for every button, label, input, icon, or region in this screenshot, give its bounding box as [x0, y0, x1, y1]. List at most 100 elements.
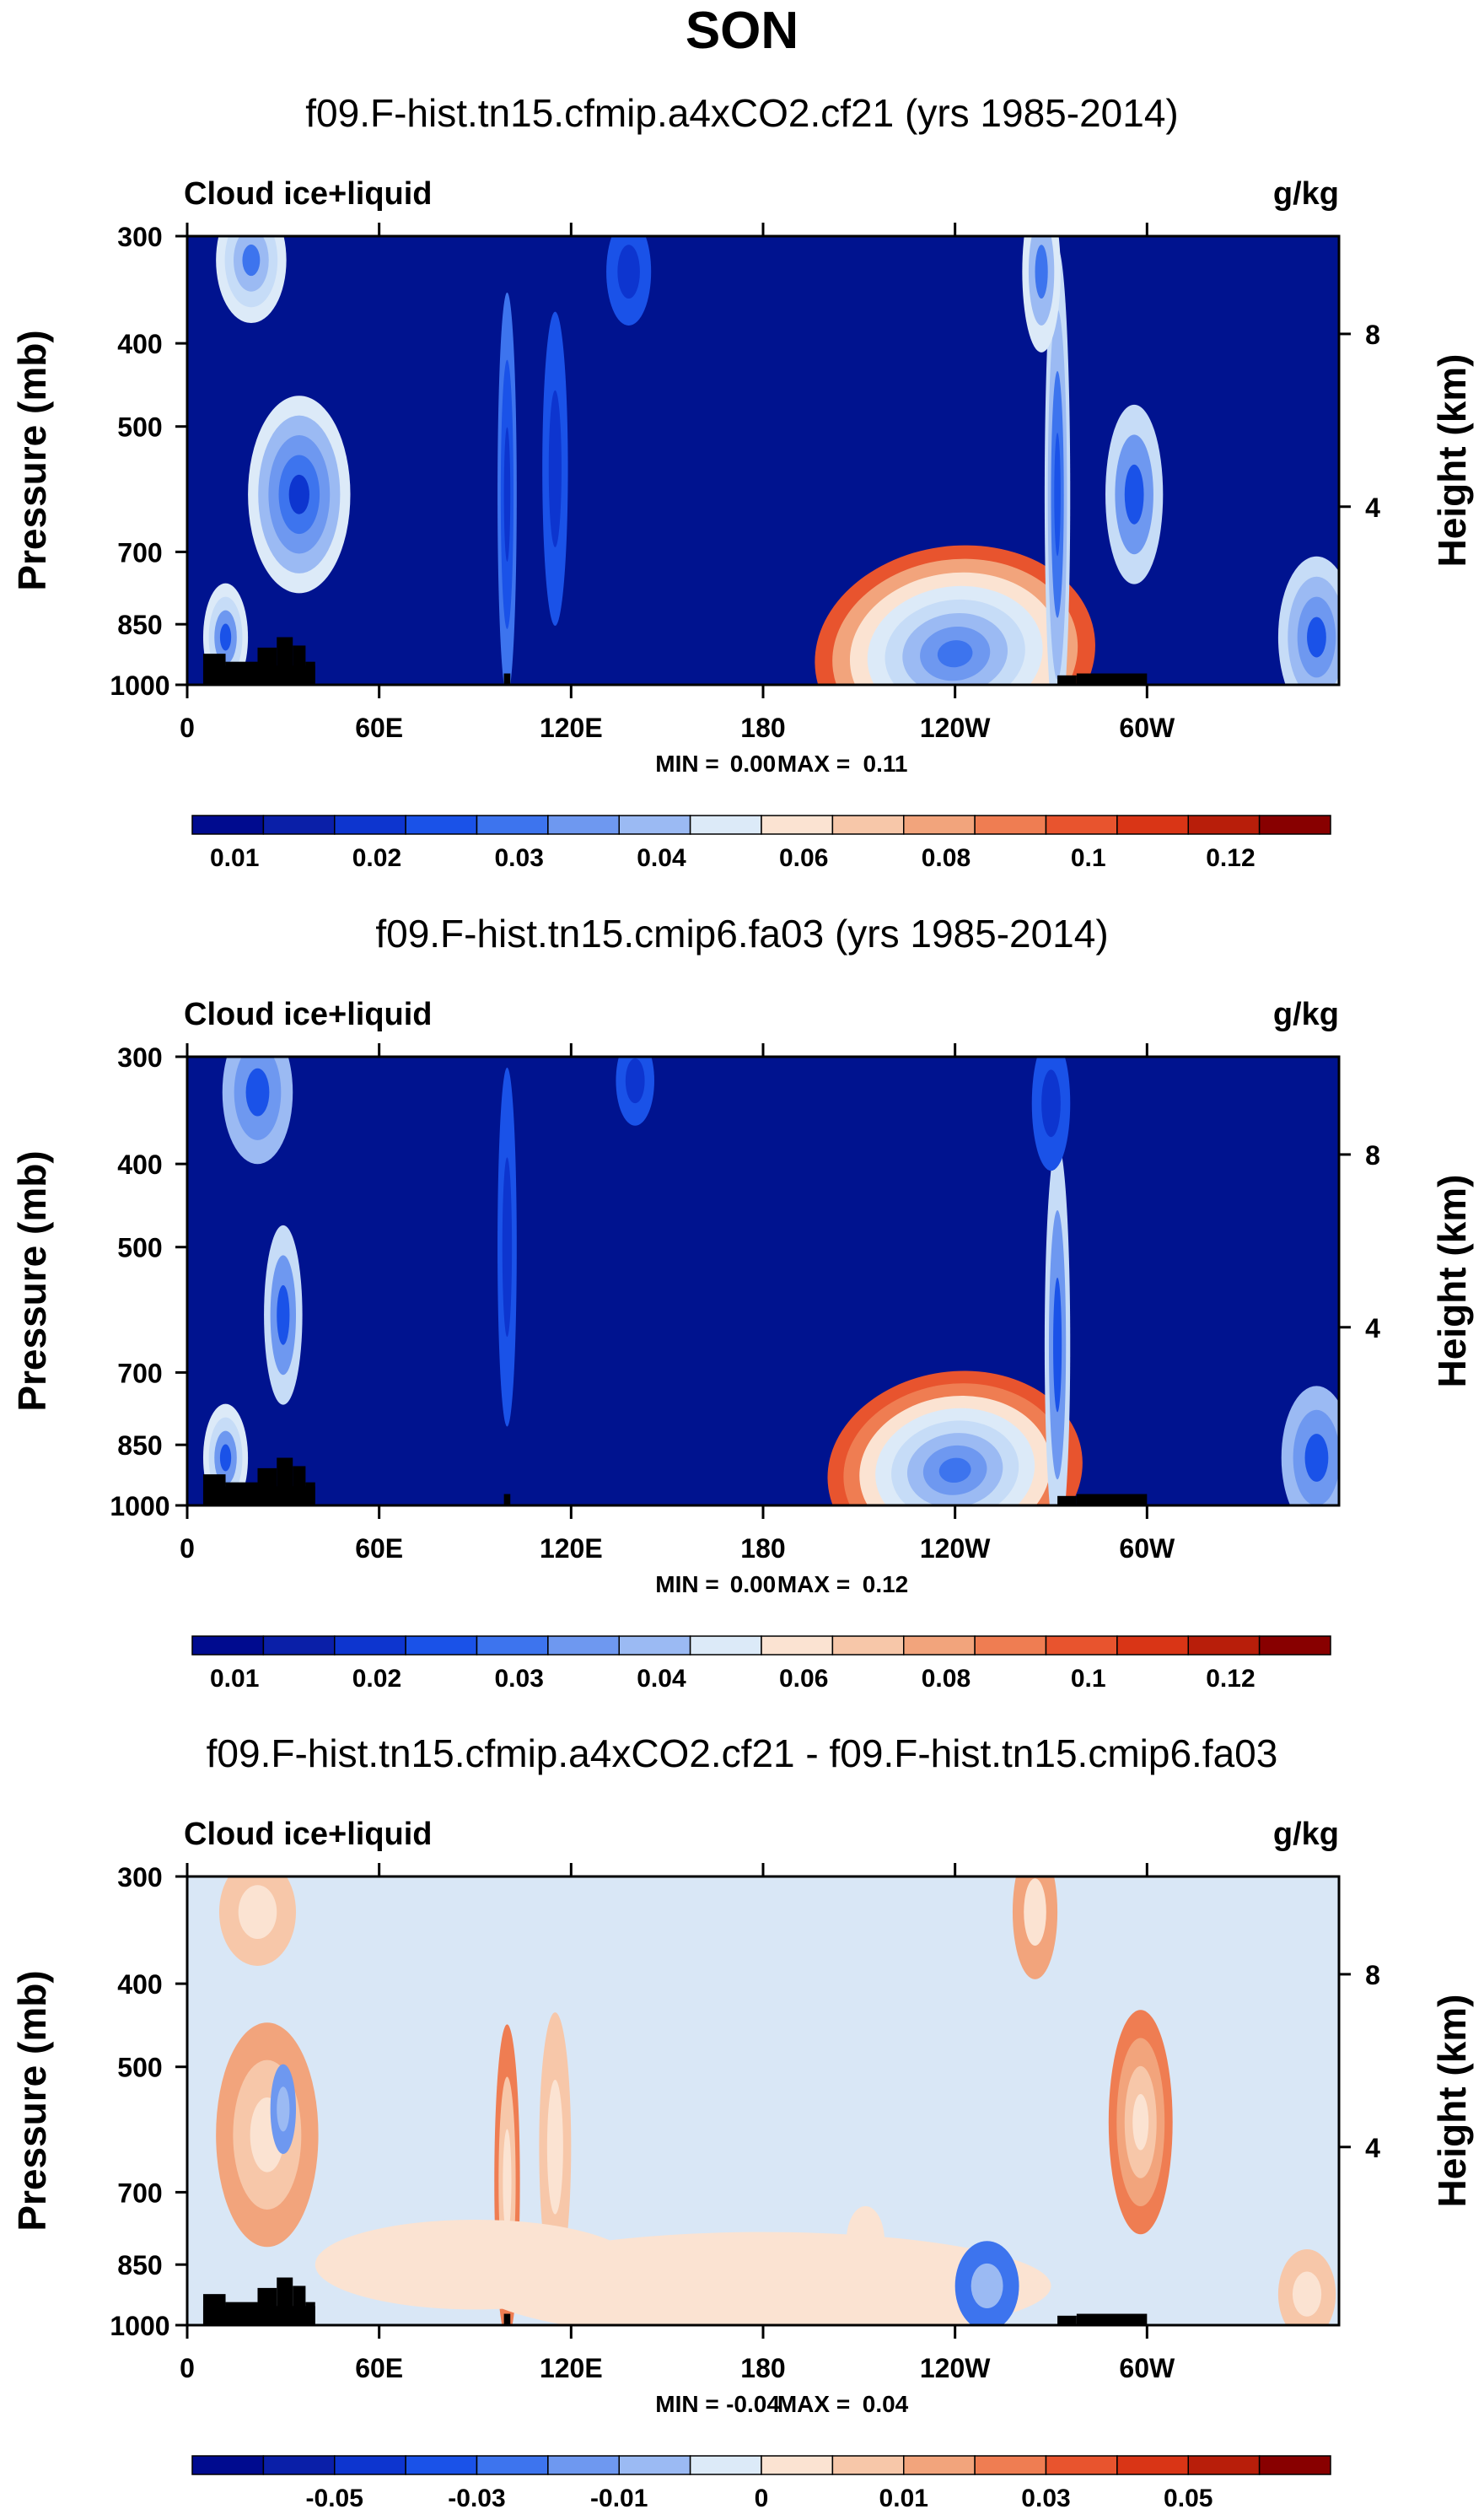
colorbar-box: [262, 815, 336, 835]
colorbar-label: -0.01: [590, 2485, 648, 2509]
colorbar-box: [476, 1635, 549, 1656]
x-tick-label: 0: [180, 1533, 195, 1564]
y2-tick-label: 4: [1365, 2133, 1380, 2163]
colorbar-box: [903, 815, 976, 835]
colorbar-label: 0.03: [1021, 2485, 1070, 2509]
variable-label: Cloud ice+liquid: [184, 997, 433, 1032]
colorbar-box: [262, 2455, 336, 2475]
colorbar-box: [831, 815, 905, 835]
colorbar-box: [1187, 815, 1261, 835]
x-tick-label: 180: [740, 1533, 785, 1564]
max-label: MAX =: [777, 1571, 850, 1597]
min-value: 0.00: [730, 1571, 777, 1597]
x-tick-label: 120W: [920, 1533, 991, 1564]
y2-tick-label: 8: [1365, 1960, 1380, 1990]
colorbar-box: [1258, 1635, 1331, 1656]
y2-tick-label: 8: [1365, 1140, 1380, 1171]
contour-field: [187, 1876, 1339, 2325]
x-tick-label: 120W: [920, 2353, 991, 2383]
min-label: MIN =: [655, 2391, 718, 2417]
contour-feature: [546, 2079, 563, 2215]
contour-feature: [503, 427, 511, 563]
y-tick-label: 700: [117, 537, 162, 568]
colorbar-box: [1187, 2455, 1261, 2475]
colorbar-box: [547, 1635, 620, 1656]
contour-feature: [1041, 1069, 1061, 1138]
colorbar-box: [191, 1635, 265, 1656]
contour-feature: [1124, 464, 1144, 525]
x-tick-label: 120E: [540, 1533, 603, 1564]
x-tick-label: 120E: [540, 2353, 603, 2383]
colorbar-label: 0.01: [879, 2485, 928, 2509]
colorbar-box: [547, 815, 620, 835]
field-background: [187, 236, 1339, 685]
colorbar-box: [547, 2455, 620, 2475]
colorbar-box: [689, 1635, 762, 1656]
contour-feature: [937, 640, 973, 668]
y-tick-label: 1000: [110, 1491, 169, 1521]
contour-feature: [219, 623, 232, 651]
colorbar-box: [831, 2455, 905, 2475]
panel-title: f09.F-hist.tn15.cfmip.a4xCO2.cf21 (yrs 1…: [305, 91, 1178, 135]
colorbar-box: [1258, 2455, 1331, 2475]
figure-title: SON: [686, 2, 798, 60]
colorbar-label: 0.08: [922, 844, 971, 872]
terrain-mask: [503, 2313, 511, 2325]
y-tick-label: 1000: [110, 2311, 169, 2341]
x-tick-label: 60E: [355, 2353, 403, 2383]
variable-label: Cloud ice+liquid: [184, 176, 433, 212]
colorbar-box: [761, 2455, 834, 2475]
colorbar-box: [405, 815, 478, 835]
colorbar-box: [191, 815, 265, 835]
min-label: MIN =: [655, 751, 718, 777]
colorbar-label: 0.08: [922, 1665, 971, 1693]
colorbar-box: [761, 815, 834, 835]
min-value: 0.00: [730, 751, 777, 777]
min-value: -0.04: [726, 2391, 780, 2417]
max-label: MAX =: [777, 2391, 850, 2417]
contour-feature: [277, 1284, 290, 1345]
colorbar-box: [405, 1635, 478, 1656]
y-axis-label: Pressure (mb): [10, 1150, 54, 1411]
colorbar-label: 0.03: [494, 844, 543, 872]
y-tick-label: 400: [117, 329, 162, 359]
x-tick-label: 0: [180, 713, 195, 743]
panel-2: f09.F-hist.tn15.cmip6.fa03 (yrs 1985-201…: [10, 912, 1474, 1693]
colorbar: -0.05 -0.03 -0.01 0 0.01 0.03 0.05: [191, 2455, 1331, 2509]
x-tick-label: 60E: [355, 713, 403, 743]
colorbar-box: [334, 815, 406, 835]
x-tick-label: 180: [740, 713, 785, 743]
terrain-mask: [1076, 2313, 1148, 2325]
contour-feature: [242, 244, 261, 277]
y-tick-label: 400: [117, 1150, 162, 1180]
terrain-mask: [503, 673, 511, 685]
contour-feature: [1132, 2094, 1149, 2151]
colorbar-label: 0.06: [779, 1665, 828, 1693]
contour-feature: [1292, 2271, 1322, 2317]
colorbar-box: [974, 2455, 1047, 2475]
terrain-mask: [202, 665, 315, 685]
y-tick-label: 300: [117, 1042, 162, 1073]
colorbar-box: [191, 2455, 265, 2475]
terrain-mask: [202, 1486, 315, 1505]
contour-feature: [938, 1457, 971, 1483]
colorbar-box: [334, 1635, 406, 1656]
y-tick-label: 1000: [110, 670, 169, 701]
colorbar-label: 0.03: [494, 1665, 543, 1693]
terrain-mask: [503, 1494, 511, 1505]
x-tick-label: 60E: [355, 1533, 403, 1564]
x-tick-label: 60W: [1119, 713, 1175, 743]
colorbar-label: -0.05: [306, 2485, 363, 2509]
contour-feature: [971, 2263, 1003, 2309]
colorbar-box: [476, 815, 549, 835]
colorbar-box: [405, 2455, 478, 2475]
colorbar-box: [618, 1635, 691, 1656]
y-tick-label: 300: [117, 222, 162, 252]
contour-feature: [1304, 1434, 1329, 1482]
y-tick-label: 850: [117, 2250, 162, 2280]
y-tick-label: 400: [117, 1969, 162, 2000]
y-tick-label: 300: [117, 1862, 162, 1893]
colorbar-box: [618, 2455, 691, 2475]
colorbar-label: 0.12: [1206, 844, 1255, 872]
y2-axis-label: Height (km): [1430, 1995, 1474, 2208]
